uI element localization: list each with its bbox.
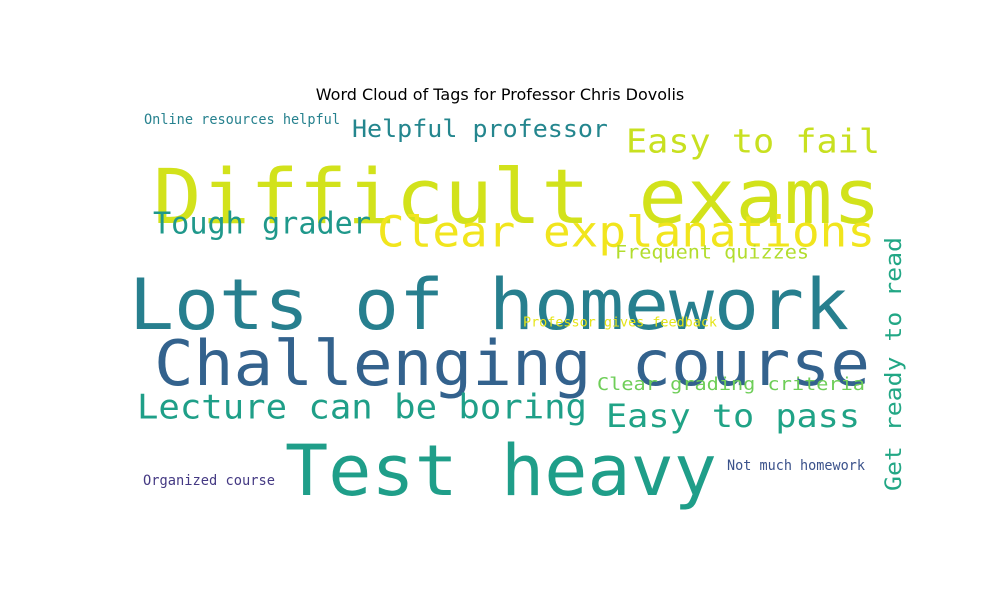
chart-title: Word Cloud of Tags for Professor Chris D… [315,85,685,104]
word-lecture-can-be-boring: Lecture can be boring [137,388,587,428]
word-clear-explanations: Clear explanations [377,208,875,258]
word-difficult-exams: Difficult exams [153,152,881,241]
word-lots-of-homework: Lots of homework [129,264,849,346]
word-challenging-course: Challenging course [154,327,870,400]
word-clear-grading-criteria: Clear grading criteria [597,374,865,395]
word-helpful-professor: Helpful professor [352,115,608,143]
word-easy-to-pass: Easy to pass [606,397,860,435]
word-online-resources-helpful: Online resources helpful [144,112,340,128]
word-organized-course: Organized course [143,473,275,489]
word-tough-grader: Tough grader [153,207,371,242]
word-frequent-quizzes: Frequent quizzes [615,242,809,264]
word-easy-to-fail: Easy to fail [626,122,880,161]
word-test-heavy: Test heavy [285,430,717,512]
word-get-ready-to-read: Get ready to read [882,237,907,491]
word-professor-gives-feedback: Professor gives feedback [523,316,717,331]
word-not-much-homework: Not much homework [727,458,866,474]
